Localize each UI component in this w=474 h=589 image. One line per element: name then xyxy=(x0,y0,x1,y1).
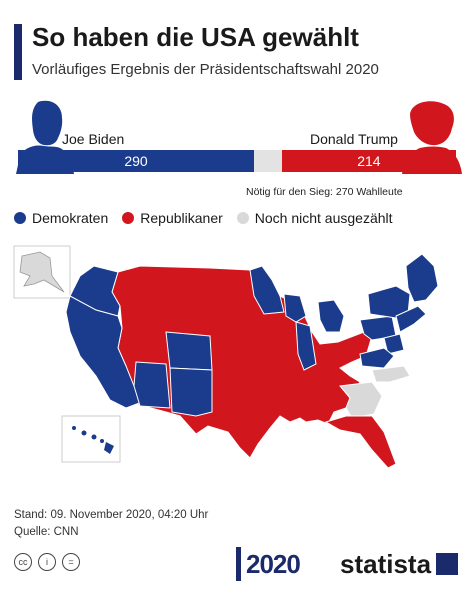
biden-electors-value: 290 xyxy=(124,153,148,169)
legend-dot-pending xyxy=(236,212,249,224)
no-derivatives-icon[interactable]: = xyxy=(62,553,80,571)
page-title: So haben die USA gewählt xyxy=(32,22,359,52)
year-logo: 2020 xyxy=(246,549,301,579)
pending-electors-bar xyxy=(254,150,282,172)
us-election-map xyxy=(13,245,439,469)
title-accent-bar xyxy=(14,24,22,80)
map-new-england-north xyxy=(405,253,439,303)
map-michigan xyxy=(317,299,345,333)
map-north-carolina-pending xyxy=(371,365,411,383)
statista-logo[interactable]: statista xyxy=(340,549,432,579)
legend-dot-dem xyxy=(14,212,26,224)
trump-electors-value: 214 xyxy=(357,153,381,169)
legend-label-rep: Republikaner xyxy=(140,210,223,226)
map-new-england-south xyxy=(395,305,427,333)
map-florida xyxy=(324,415,397,469)
map-wisconsin xyxy=(283,293,307,323)
legend-dot-rep xyxy=(122,212,135,224)
alaska-inset xyxy=(13,245,71,299)
legend-item-rep: Republikaner xyxy=(122,210,223,226)
biden-electors-bar: 290 xyxy=(18,150,255,172)
statista-logo-icon xyxy=(436,553,458,575)
map-colorado xyxy=(165,331,213,371)
cc-license-icon[interactable]: cc xyxy=(14,553,32,571)
hawaii-inset xyxy=(61,415,121,463)
biden-name: Joe Biden xyxy=(62,131,125,147)
page-subtitle: Vorläufiges Ergebnis der Präsidentschaft… xyxy=(32,61,379,78)
footer-source: Quelle: CNN xyxy=(14,526,79,538)
trump-electors-bar: 214 xyxy=(281,150,456,172)
attribution-icon[interactable]: i xyxy=(38,553,56,571)
legend-label-dem: Demokraten xyxy=(32,210,109,226)
legend-item-dem: Demokraten xyxy=(14,210,108,226)
legend-label-pending: Noch nicht ausgezählt xyxy=(254,210,393,226)
map-minnesota xyxy=(249,265,285,315)
legend-item-pending: Noch nicht ausgezählt xyxy=(236,210,393,226)
map-arizona xyxy=(133,361,171,409)
map-new-mexico xyxy=(169,367,213,417)
year-logo-bar xyxy=(236,547,241,581)
map-illinois xyxy=(295,321,317,371)
trump-name: Donald Trump xyxy=(310,131,398,147)
map-virginia xyxy=(359,347,395,369)
threshold-note: Nötig für den Sieg: 270 Wahlleute xyxy=(246,186,403,198)
footer-stand: Stand: 09. November 2020, 04:20 Uhr xyxy=(14,509,209,521)
legend: Demokraten Republikaner Noch nicht ausge… xyxy=(14,210,393,226)
map-mid-atlantic xyxy=(383,333,405,355)
